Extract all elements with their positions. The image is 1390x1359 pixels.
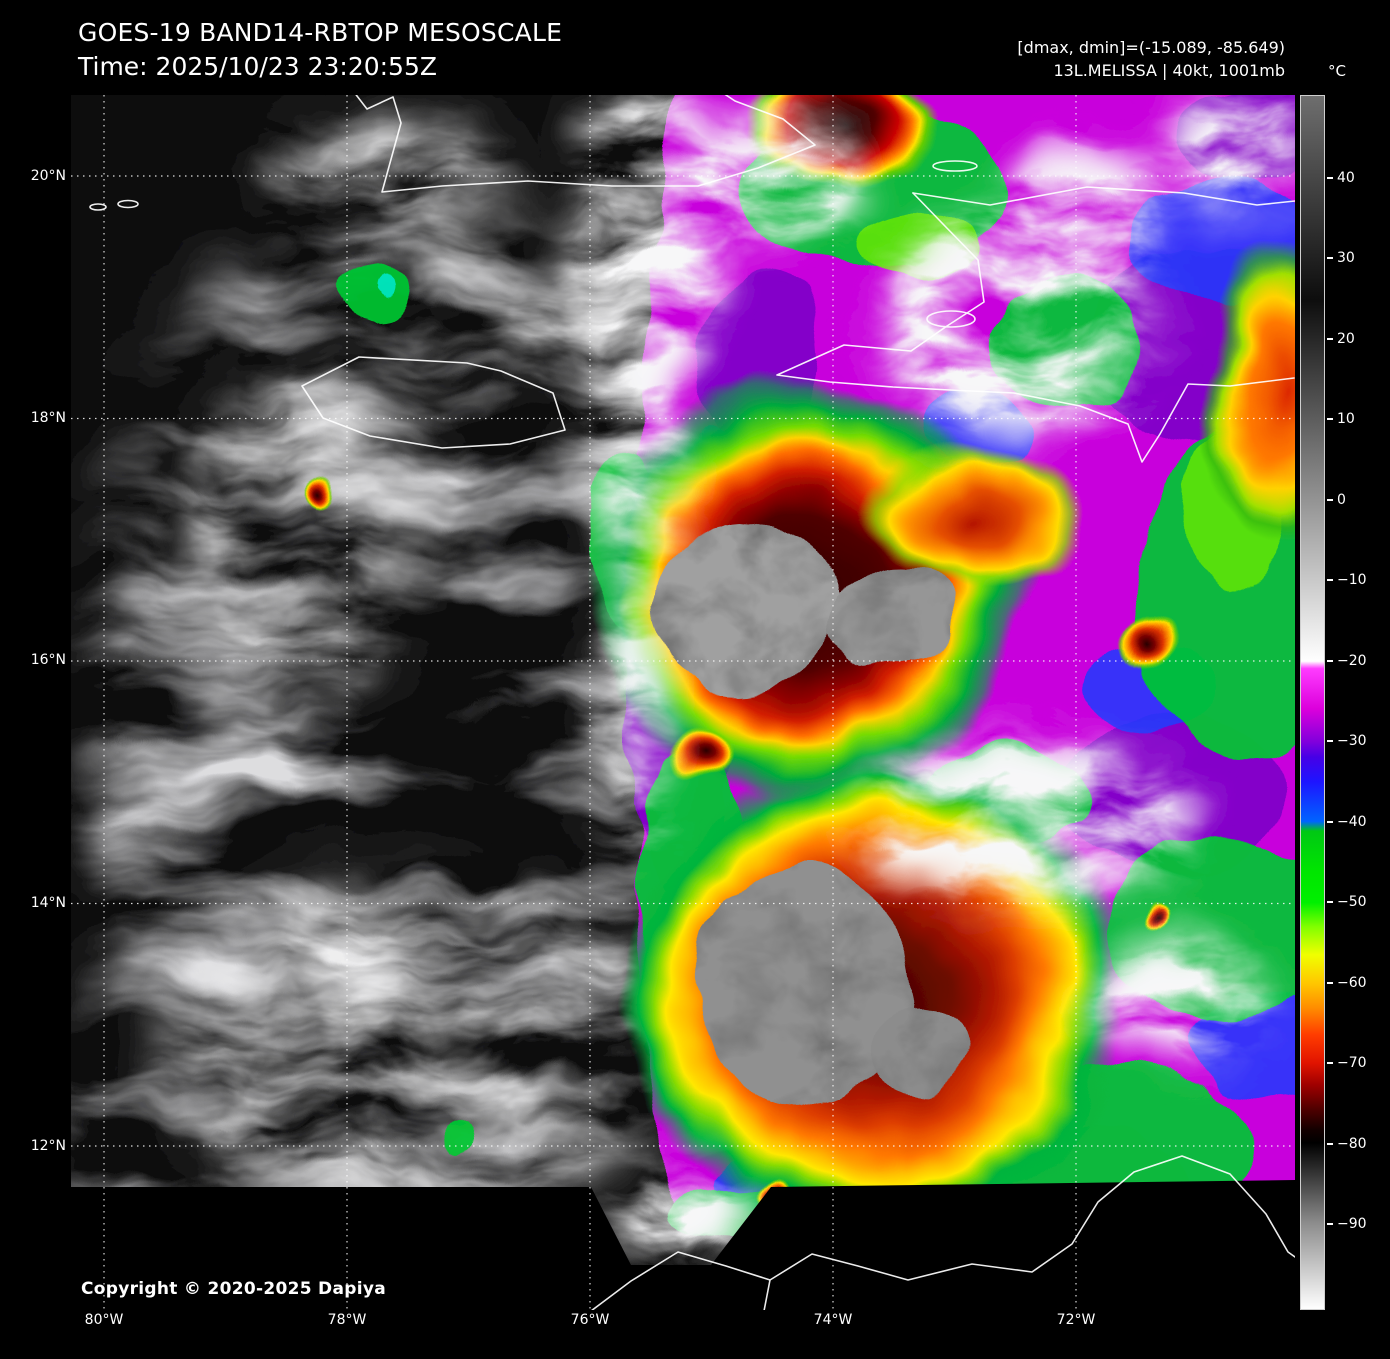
island-gonave [926, 310, 976, 328]
coastline-cuba [346, 82, 816, 193]
colorbar-tick: −20 [1327, 653, 1367, 669]
lat-label-16n: 16°N [30, 652, 66, 668]
colorbar-tick-label: −70 [1337, 1055, 1367, 1071]
colorbar-tick-label: 20 [1337, 331, 1355, 347]
storm-info-readout: 13L.MELISSA | 40kt, 1001mb [1053, 61, 1285, 80]
lon-label-74w: 74°W [813, 1312, 853, 1328]
lat-label-18n: 18°N [30, 410, 66, 426]
colorbar-tick: −40 [1327, 814, 1367, 830]
colorbar-tick: 30 [1327, 250, 1355, 266]
colorbar-tick: −50 [1327, 894, 1367, 910]
temperature-colorbar [1300, 95, 1325, 1310]
coastline-jamaica [301, 356, 566, 449]
colorbar-tick-label: −50 [1337, 894, 1367, 910]
colorbar-tick-label: −60 [1337, 975, 1367, 991]
colorbar-tick-label: 10 [1337, 411, 1355, 427]
dmax-dmin-readout: [dmax, dmin]=(-15.089, -85.649) [1017, 38, 1285, 57]
lon-label-72w: 72°W [1056, 1312, 1096, 1328]
overshooting-tops [651, 521, 971, 1103]
colorbar-tick: −10 [1327, 572, 1367, 588]
colorbar-tick-label: −20 [1337, 653, 1367, 669]
colorbar-tick: −80 [1327, 1136, 1367, 1152]
satellite-image-panel: Copyright © 2020-2025 Dapiya [71, 82, 1296, 1312]
lat-label-20n: 20°N [30, 168, 66, 184]
colorbar-tick-label: −80 [1337, 1136, 1367, 1152]
storm-north-arm [866, 445, 1086, 595]
colorbar-tick-label: −30 [1337, 733, 1367, 749]
coastline-south-america [590, 1155, 1296, 1312]
cayman-island-east [117, 199, 139, 209]
colorbar-tick-label: 40 [1337, 170, 1355, 186]
colorbar-tick-label: −90 [1337, 1216, 1367, 1232]
scan-sector [71, 95, 1295, 1265]
colorbar-tick: −70 [1327, 1055, 1367, 1071]
lon-label-80w: 80°W [84, 1312, 124, 1328]
page-title: GOES-19 BAND14-RBTOP MESOSCALE [78, 18, 563, 47]
colorbar-tick-label: −10 [1337, 572, 1367, 588]
colorbar-tick-label: 0 [1337, 492, 1346, 508]
colorbar-tick: 40 [1327, 170, 1355, 186]
cyan-speck [371, 285, 391, 305]
colorbar-tick: 10 [1327, 411, 1355, 427]
island-tortuga [932, 160, 978, 172]
coastline-hispaniola-north [912, 186, 1296, 206]
lon-label-78w: 78°W [327, 1312, 367, 1328]
lon-label-76w: 76°W [570, 1312, 610, 1328]
satellite-image [71, 82, 1296, 1312]
coastlines [89, 82, 1296, 1312]
right-edge-convection [1201, 235, 1295, 545]
colorbar-tick: −90 [1327, 1216, 1367, 1232]
header-readouts: [dmax, dmin]=(-15.089, -85.649) 13L.MELI… [1017, 36, 1285, 82]
lat-label-12n: 12°N [30, 1138, 66, 1154]
colorbar-tick-label: 30 [1337, 250, 1355, 266]
graticule [71, 95, 1295, 1310]
cayman-island-west [89, 203, 107, 211]
colorbar-tick: 20 [1327, 331, 1355, 347]
coastline-hispaniola-west [776, 192, 1295, 463]
coastline-south-america-inlet [763, 1279, 771, 1312]
colorbar-unit-label: °C [1328, 62, 1346, 80]
copyright-text: Copyright © 2020-2025 Dapiya [81, 1279, 386, 1299]
colorbar-tick: −60 [1327, 975, 1367, 991]
colorbar-tick: 0 [1327, 492, 1346, 508]
colorbar-tick-label: −40 [1337, 814, 1367, 830]
image-timestamp: Time: 2025/10/23 23:20:55Z [78, 52, 437, 81]
lat-label-14n: 14°N [30, 895, 66, 911]
colorbar-tick: −30 [1327, 733, 1367, 749]
bright-cloud-overlays [571, 95, 1295, 1265]
